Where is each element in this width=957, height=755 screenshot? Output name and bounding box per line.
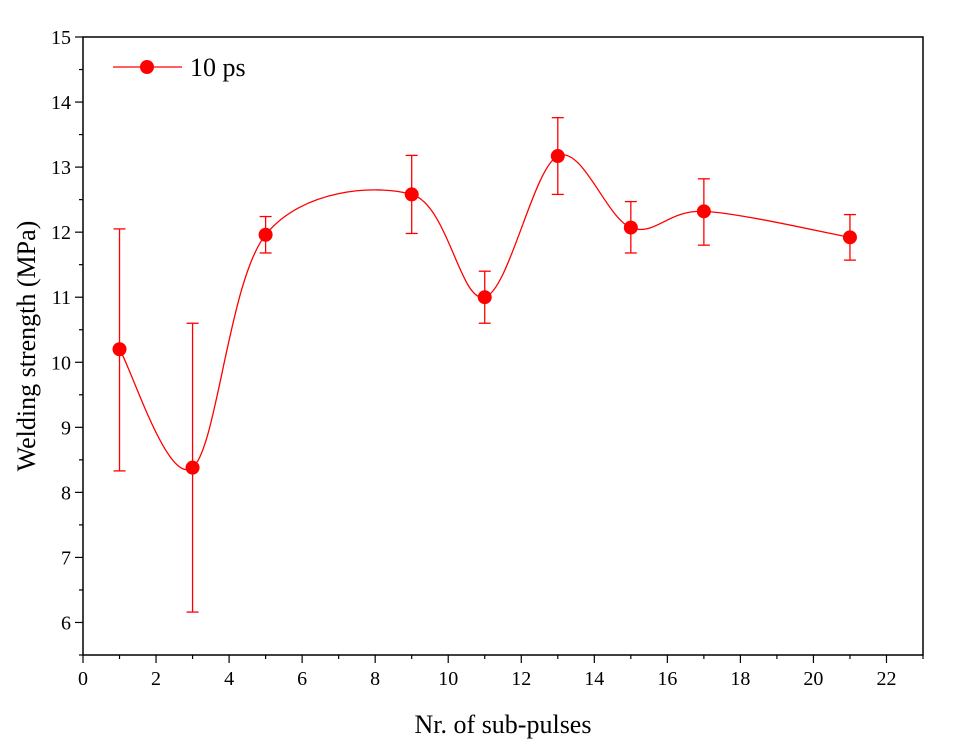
x-tick-label: 16 bbox=[657, 668, 677, 690]
legend: 10 ps bbox=[113, 53, 246, 82]
legend-marker bbox=[140, 60, 154, 74]
x-tick-label: 14 bbox=[584, 668, 604, 690]
y-tick-label: 6 bbox=[61, 612, 71, 634]
x-axis-title: Nr. of sub-pulses bbox=[415, 710, 592, 739]
y-tick-label: 9 bbox=[61, 417, 71, 439]
plot-frame bbox=[82, 36, 924, 656]
y-tick-label: 10 bbox=[51, 352, 71, 374]
legend-label: 10 ps bbox=[190, 53, 246, 82]
y-tick-label: 15 bbox=[51, 27, 71, 49]
x-tick-label: 22 bbox=[876, 668, 896, 690]
data-point bbox=[112, 342, 127, 357]
y-tick-label: 14 bbox=[51, 92, 71, 114]
data-point bbox=[550, 149, 565, 164]
x-tick-label: 4 bbox=[224, 668, 234, 690]
error-bars bbox=[113, 117, 856, 613]
y-tick-label: 13 bbox=[51, 157, 71, 179]
x-tick-label: 18 bbox=[730, 668, 750, 690]
x-tick-label: 0 bbox=[78, 668, 88, 690]
data-points bbox=[112, 149, 857, 475]
y-tick-label: 7 bbox=[61, 547, 71, 569]
data-point bbox=[623, 220, 638, 235]
data-point bbox=[404, 187, 419, 202]
data-point bbox=[842, 230, 857, 245]
fit-curve bbox=[118, 154, 851, 471]
data-point bbox=[696, 204, 711, 219]
data-point bbox=[477, 290, 492, 305]
y-tick-label: 11 bbox=[52, 287, 71, 309]
x-tick-label: 20 bbox=[803, 668, 823, 690]
y-tick-label: 12 bbox=[51, 222, 71, 244]
x-axis-ticks: 0 2 4 6 8 10 12 14 16 18 20 22 bbox=[78, 655, 924, 690]
x-tick-label: 12 bbox=[511, 668, 531, 690]
x-tick-label: 2 bbox=[151, 668, 161, 690]
y-axis-title: Welding strength (MPa) bbox=[12, 221, 41, 472]
x-tick-label: 8 bbox=[370, 668, 380, 690]
data-point bbox=[258, 227, 273, 242]
y-axis-ticks: 6 7 8 9 10 11 12 13 14 15 bbox=[51, 27, 83, 656]
x-tick-label: 10 bbox=[438, 668, 458, 690]
data-point bbox=[185, 460, 200, 475]
x-tick-label: 6 bbox=[297, 668, 307, 690]
y-tick-label: 8 bbox=[61, 482, 71, 504]
